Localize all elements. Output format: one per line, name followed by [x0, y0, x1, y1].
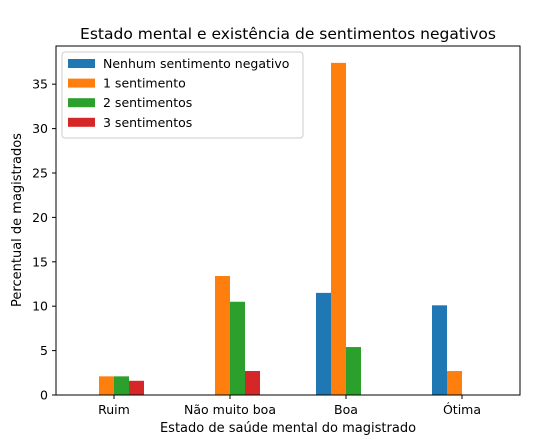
- legend-box: [61, 51, 304, 139]
- bar-1-3: [447, 371, 462, 395]
- chart-title: Estado mental e existência de sentimento…: [80, 25, 496, 43]
- x-tick-label-2: Boa: [334, 402, 358, 417]
- legend-label-3: 3 sentimentos: [103, 115, 192, 130]
- bar-2-1: [230, 301, 245, 395]
- bar-1-1: [215, 276, 230, 395]
- y-axis-label: Percentual de magistrados: [10, 133, 25, 307]
- x-axis: Ruim Não muito boa Boa Ótima: [98, 395, 481, 417]
- x-tick-label-0: Ruim: [98, 402, 130, 417]
- bar-3-1: [245, 371, 260, 395]
- y-tick-label-6: 30: [32, 121, 48, 136]
- x-axis-label: Estado de saúde mental do magistrado: [160, 421, 416, 436]
- y-tick-label-1: 5: [40, 343, 48, 358]
- x-tick-label-1: Não muito boa: [184, 402, 276, 417]
- y-tick-label-5: 25: [32, 165, 48, 180]
- legend-label-2: 2 sentimentos: [103, 95, 192, 110]
- bar-1-2: [331, 62, 346, 396]
- legend-label-0: Nenhum sentimento negativo: [103, 56, 289, 71]
- legend-swatch-3: [68, 117, 95, 127]
- bars-group: [99, 62, 462, 396]
- y-tick-label-0: 0: [40, 388, 48, 403]
- y-tick-label-2: 10: [32, 299, 48, 314]
- bar-3-0: [129, 380, 144, 395]
- bar-1-0: [99, 376, 114, 395]
- bar-0-2: [316, 292, 331, 395]
- legend-swatch-2: [68, 98, 95, 108]
- bar-2-2: [346, 347, 361, 395]
- legend: Nenhum sentimento negativo 1 sentimento 2 …: [61, 51, 304, 139]
- bar-2-0: [114, 376, 129, 395]
- bar-0-3: [432, 305, 447, 395]
- legend-label-1: 1 sentimento: [103, 76, 186, 91]
- y-axis: 0 5 10 15 20 25 30 35: [32, 77, 56, 403]
- x-tick-label-3: Ótima: [443, 402, 481, 417]
- y-tick-label-4: 20: [32, 210, 48, 225]
- y-tick-label-7: 35: [32, 77, 48, 92]
- plot-frame: [55, 45, 521, 396]
- y-tick-label-3: 15: [32, 254, 48, 269]
- legend-swatch-0: [68, 59, 95, 68]
- legend-swatch-1: [68, 78, 95, 88]
